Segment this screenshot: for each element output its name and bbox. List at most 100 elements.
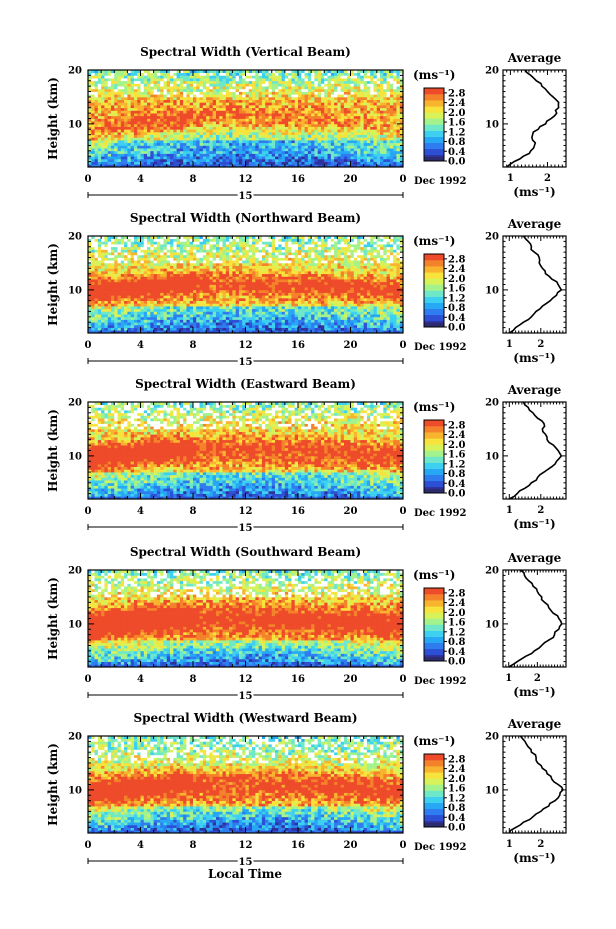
heatmap-cell	[193, 113, 197, 117]
colorbar-tick-label: 2.8	[448, 88, 465, 99]
heatmap-cell	[170, 80, 174, 84]
y-tick-label: 20	[68, 66, 82, 77]
heatmap-cell	[307, 91, 312, 95]
heatmap-cell	[186, 322, 191, 326]
heatmap-cell	[130, 153, 135, 157]
heatmap-cell	[347, 324, 351, 328]
heatmap-cell	[166, 102, 171, 106]
heatmap-cell	[320, 150, 325, 154]
heatmap-cell	[383, 316, 387, 320]
heatmap-cell	[245, 115, 250, 119]
heatmap-cell	[193, 140, 197, 144]
heatmap-cell	[396, 107, 401, 111]
heatmap-cell	[183, 158, 187, 162]
heatmap-cell	[291, 324, 296, 328]
heatmap-cell	[301, 70, 305, 74]
heatmap-cell	[399, 88, 404, 92]
heatmap-cell	[202, 137, 207, 141]
heatmap-cell	[206, 161, 210, 165]
heatmap-cell	[97, 70, 102, 74]
heatmap-cell	[337, 107, 342, 111]
heatmap-cell	[163, 156, 168, 160]
heatmap-cell	[156, 145, 161, 149]
heatmap-cell	[107, 156, 112, 160]
heatmap-cell	[222, 303, 227, 307]
heatmap-cell	[232, 148, 237, 152]
heatmap-cell	[133, 148, 138, 152]
heatmap-cell	[317, 78, 322, 82]
heatmap-cell	[88, 161, 92, 165]
heatmap-cell	[156, 105, 161, 109]
heatmap-cell	[334, 311, 338, 315]
heatmap-cell	[209, 75, 214, 79]
heatmap-cell	[163, 145, 168, 149]
heatmap-cell	[284, 80, 289, 84]
heatmap-cell	[370, 86, 374, 90]
heatmap-cell	[219, 145, 223, 149]
heatmap-cell	[153, 142, 158, 146]
heatmap-cell	[225, 70, 230, 74]
heatmap-cell	[366, 131, 371, 136]
heatmap-cell	[399, 314, 404, 318]
heatmap-cell	[258, 330, 263, 334]
heatmap-cell	[176, 311, 181, 315]
heatmap-cell	[189, 105, 194, 109]
heatmap-cell	[334, 300, 338, 304]
heatmap-cell	[101, 96, 105, 100]
heatmap-cell	[140, 123, 145, 127]
heatmap-cell	[255, 121, 259, 125]
heatmap-cell	[170, 91, 174, 95]
heatmap-cell	[219, 297, 223, 302]
heatmap-cell	[304, 153, 309, 157]
heatmap-cell	[235, 99, 240, 103]
heatmap-cell	[337, 300, 342, 304]
heatmap-cell	[265, 145, 269, 149]
heatmap-cell	[120, 156, 125, 160]
heatmap-cell	[396, 327, 401, 331]
heatmap-cell	[261, 145, 266, 149]
heatmap-cell	[353, 96, 358, 100]
heatmap-cell	[225, 319, 230, 323]
heatmap-cell	[140, 148, 145, 152]
heatmap-cell	[130, 96, 135, 100]
heatmap-cell	[193, 126, 197, 130]
heatmap-cell	[212, 145, 217, 149]
heatmap-cell	[170, 134, 174, 138]
heatmap-cells	[88, 236, 404, 334]
heatmap-cell	[196, 75, 200, 79]
heatmap-cell	[366, 118, 371, 122]
heatmap-cell	[288, 300, 292, 304]
heatmap-cell	[357, 140, 361, 144]
heatmap-cell	[153, 295, 158, 299]
heatmap-cell	[117, 70, 122, 74]
heatmap-cell	[347, 96, 351, 100]
heatmap-cell	[166, 137, 171, 141]
heatmap-cell	[376, 83, 381, 87]
heatmap-cell	[288, 126, 292, 130]
heatmap-cell	[173, 164, 177, 168]
heatmap-cell	[298, 297, 302, 302]
heatmap-cell	[370, 113, 374, 117]
heatmap-cell	[166, 330, 171, 334]
heatmap-cell	[304, 78, 309, 82]
heatmap-cell	[170, 295, 174, 299]
heatmap-cell	[209, 306, 214, 310]
heatmap-cell	[373, 129, 378, 133]
heatmap-cell	[91, 115, 95, 119]
heatmap-cell	[229, 140, 233, 144]
heatmap-cell	[330, 131, 335, 136]
heatmap-cell	[173, 115, 177, 119]
heatmap-cell	[97, 300, 102, 304]
heatmap-cell	[97, 145, 102, 149]
heatmap-cell	[261, 300, 266, 304]
heatmap-cell	[166, 83, 171, 87]
date-label: Dec 1992	[414, 176, 466, 187]
heatmap-cell	[88, 80, 92, 84]
heatmap-cell	[380, 105, 384, 109]
heatmap-cell	[150, 142, 154, 146]
heatmap-cell	[393, 314, 397, 318]
heatmap-cell	[248, 306, 253, 310]
heatmap-cell	[363, 148, 368, 152]
heatmap-cell	[245, 316, 250, 320]
heatmap-cell	[114, 70, 118, 74]
